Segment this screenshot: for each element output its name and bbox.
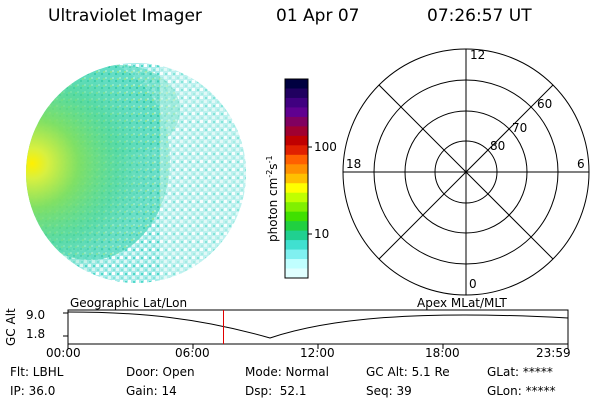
timeline-y-top: 9.0 xyxy=(26,308,46,322)
colorbar-swatch xyxy=(285,126,308,137)
colorbar-swatch xyxy=(285,145,308,156)
colorbar-swatch xyxy=(285,116,308,127)
status-ip: IP: 36.0 xyxy=(10,384,56,398)
colorbar-swatch xyxy=(285,202,308,213)
colorbar-swatch xyxy=(285,230,308,241)
timeline-ticks xyxy=(67,344,569,349)
status-gcalt: GC Alt: 5.1 Re xyxy=(366,365,450,379)
status-gain: Gain: 14 xyxy=(126,384,177,398)
timeline-tick-label: 12:00 xyxy=(300,346,335,360)
status-glat: GLat: ***** xyxy=(487,365,553,379)
altitude-curve xyxy=(67,311,569,339)
status-door: Door: Open xyxy=(126,365,195,379)
status-seq: Seq: 39 xyxy=(366,384,412,398)
colorbar-swatch xyxy=(285,164,308,175)
timeline-title-right: Apex MLat/MLT xyxy=(417,296,507,310)
colorbar-swatch xyxy=(285,259,308,270)
mlt-label-6: 6 xyxy=(577,157,585,171)
status-dsp: Dsp: 52.1 xyxy=(245,384,307,398)
colorbar-unit: photon cm-2s-1 xyxy=(265,155,280,242)
colorbar-swatch xyxy=(285,107,308,118)
colorbar-scale xyxy=(285,79,308,279)
colorbar-swatch xyxy=(285,192,308,203)
colorbar-swatch xyxy=(285,240,308,251)
colorbar-swatch xyxy=(285,221,308,232)
instrument-title: Ultraviolet Imager xyxy=(48,6,202,26)
lat-label-70: 70 xyxy=(512,121,528,135)
timeline-tick-label: 00:00 xyxy=(46,346,81,360)
status-flt: Flt: LBHL xyxy=(10,365,64,379)
colorbar-swatch xyxy=(285,154,308,165)
timeline-tick-label: 23:59 xyxy=(536,346,571,360)
uv-image-disk xyxy=(26,63,246,283)
timeline-y-bottom: 1.8 xyxy=(26,327,46,341)
polar-grid xyxy=(342,48,590,296)
lat-label-80: 80 xyxy=(490,139,506,153)
colorbar-swatch xyxy=(285,79,308,89)
colorbar-swatch xyxy=(285,135,308,146)
time-label: 07:26:57 UT xyxy=(427,6,532,26)
status-mode: Mode: Normal xyxy=(245,365,329,379)
colorbar-swatch xyxy=(285,211,308,222)
mlt-label-12: 12 xyxy=(470,48,486,62)
colorbar-label-10: 10 xyxy=(314,227,330,241)
timeline-title-left: Geographic Lat/Lon xyxy=(70,296,188,310)
colorbar-swatch xyxy=(285,183,308,194)
colorbar-swatch xyxy=(285,249,308,260)
colorbar-frame xyxy=(284,78,309,279)
mlt-label-18: 18 xyxy=(346,157,362,171)
mlt-label-0: 0 xyxy=(469,277,477,291)
colorbar-swatch xyxy=(285,173,308,184)
timeline-tick-label: 06:00 xyxy=(175,346,210,360)
colorbar-swatch xyxy=(285,88,308,99)
status-glon: GLon: ***** xyxy=(487,384,556,398)
timeline-axis-label: GC Alt xyxy=(4,308,18,346)
colorbar-swatch xyxy=(285,268,308,279)
timeline-tick-label: 18:00 xyxy=(425,346,460,360)
colorbar-swatch xyxy=(285,97,308,108)
date-label: 01 Apr 07 xyxy=(276,6,360,26)
colorbar-label-100: 100 xyxy=(314,140,337,154)
lat-label-60: 60 xyxy=(537,97,553,111)
